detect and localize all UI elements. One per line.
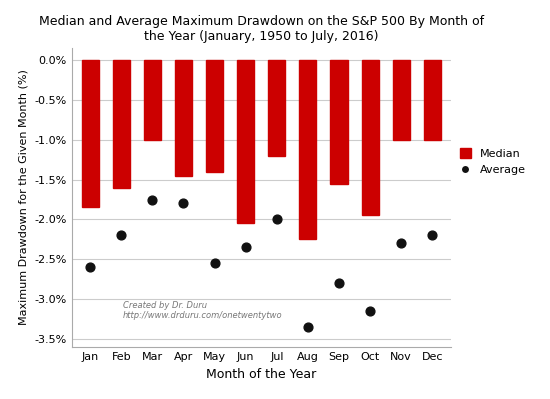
Point (210, 260, 219, 267)
Point (241, 244, 250, 251)
Legend: Median, Average: Median, Average (456, 145, 529, 178)
Point (366, 308, 375, 314)
Point (272, 216, 281, 223)
Bar (331, 60, 348, 184)
Point (148, 196, 157, 203)
Bar (268, 60, 285, 156)
Point (428, 232, 437, 239)
Point (179, 200, 188, 207)
Title: Median and Average Maximum Drawdown on the S&P 500 By Month of
the Year (January: Median and Average Maximum Drawdown on t… (39, 14, 484, 43)
Point (397, 240, 406, 247)
Point (334, 280, 343, 286)
Bar (424, 60, 441, 140)
Bar (393, 60, 410, 140)
Point (117, 232, 125, 239)
Bar (144, 60, 161, 140)
Bar (361, 60, 379, 215)
Bar (206, 60, 223, 172)
Point (86, 264, 95, 271)
Bar (113, 60, 130, 188)
Bar (81, 60, 98, 207)
Point (304, 324, 312, 330)
Bar (175, 60, 192, 176)
X-axis label: Month of the Year: Month of the Year (206, 367, 316, 381)
Bar (237, 60, 254, 223)
Text: Created by Dr. Duru
http://www.drduru.com/onetwentytwo: Created by Dr. Duru http://www.drduru.co… (123, 301, 282, 320)
Bar (299, 60, 316, 239)
Y-axis label: Maximum Drawdown for the Given Month (%): Maximum Drawdown for the Given Month (%) (19, 69, 29, 326)
